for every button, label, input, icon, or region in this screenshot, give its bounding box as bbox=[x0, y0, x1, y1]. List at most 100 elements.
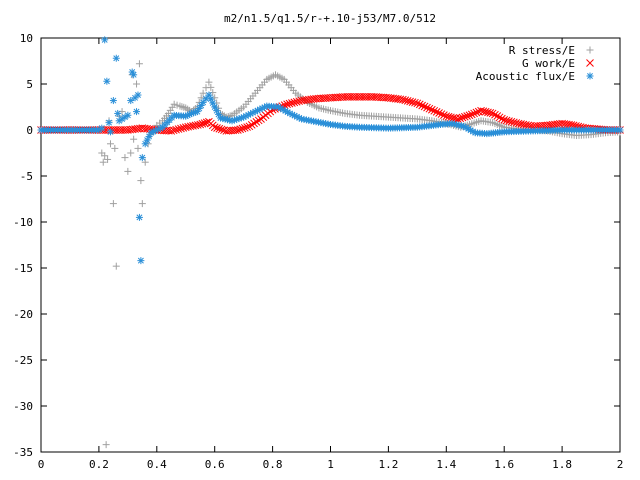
data-point-stroke bbox=[442, 112, 451, 121]
data-point-stroke bbox=[472, 108, 481, 117]
data-point bbox=[236, 125, 245, 134]
data-point-stroke bbox=[280, 101, 289, 110]
y-tick-labels: 10 5 0 -5 -10 -15 -20 -25 -30 -35 bbox=[13, 32, 33, 459]
data-point-stroke bbox=[447, 113, 455, 122]
data-point-stroke bbox=[286, 110, 293, 117]
data-point bbox=[415, 100, 424, 109]
data-point-stroke bbox=[500, 116, 509, 124]
x-tick-label: 0.8 bbox=[263, 458, 283, 471]
data-point bbox=[180, 103, 188, 111]
data-point bbox=[430, 106, 439, 115]
data-point bbox=[444, 112, 453, 121]
data-point bbox=[460, 112, 469, 121]
data-point bbox=[177, 124, 185, 133]
data-point-stroke bbox=[128, 125, 137, 134]
data-point-stroke bbox=[486, 109, 495, 117]
data-point-stroke bbox=[250, 119, 258, 128]
data-point-stroke bbox=[238, 124, 247, 133]
data-point-stroke bbox=[437, 110, 446, 118]
data-point bbox=[170, 100, 178, 108]
data-point bbox=[133, 108, 141, 116]
data-point-stroke bbox=[546, 121, 554, 129]
data-point bbox=[101, 36, 109, 44]
data-point bbox=[104, 155, 112, 163]
data-point-stroke bbox=[101, 36, 108, 43]
data-point-stroke bbox=[215, 111, 222, 118]
data-point bbox=[399, 95, 407, 104]
data-point-stroke bbox=[451, 121, 458, 128]
data-point-stroke bbox=[509, 118, 518, 127]
data-point-stroke bbox=[181, 123, 190, 132]
legend-label: Acoustic flux/E bbox=[476, 70, 575, 83]
x-tick-label: 0.6 bbox=[205, 458, 225, 471]
data-point-stroke bbox=[514, 119, 523, 128]
data-point-stroke bbox=[283, 100, 291, 109]
data-point bbox=[423, 103, 431, 112]
data-point bbox=[495, 113, 504, 122]
data-point-stroke bbox=[186, 122, 195, 131]
data-point bbox=[109, 97, 117, 105]
data-point-stroke bbox=[432, 108, 441, 116]
x-tick-label: 1.8 bbox=[552, 458, 572, 471]
data-point bbox=[174, 125, 183, 133]
data-point bbox=[288, 99, 296, 107]
data-point bbox=[295, 97, 303, 106]
data-point-stroke bbox=[137, 257, 144, 264]
data-point-stroke bbox=[217, 115, 224, 122]
data-point bbox=[121, 154, 129, 162]
data-point-stroke bbox=[517, 120, 525, 128]
y-tick-label: 0 bbox=[26, 124, 33, 137]
data-point-stroke bbox=[189, 122, 197, 130]
data-point-stroke bbox=[302, 96, 311, 104]
data-point bbox=[103, 77, 111, 85]
data-point-stroke bbox=[222, 116, 229, 123]
y-tick-label: -5 bbox=[20, 170, 33, 183]
data-point-stroke bbox=[198, 119, 207, 128]
data-point-stroke bbox=[285, 99, 294, 108]
data-point-stroke bbox=[215, 124, 224, 133]
data-point-stroke bbox=[179, 123, 188, 132]
data-point-stroke bbox=[403, 97, 412, 105]
data-point-stroke bbox=[106, 119, 113, 126]
data-point-stroke bbox=[133, 108, 140, 115]
data-point bbox=[245, 122, 254, 131]
data-point-stroke bbox=[522, 121, 530, 129]
data-point-stroke bbox=[103, 78, 110, 85]
data-point bbox=[112, 262, 120, 270]
data-point bbox=[184, 122, 193, 131]
data-point-stroke bbox=[291, 112, 298, 119]
data-point-stroke bbox=[123, 126, 132, 134]
data-point bbox=[435, 109, 443, 117]
data-point-stroke bbox=[460, 112, 469, 121]
data-point bbox=[189, 122, 197, 130]
data-point-stroke bbox=[467, 110, 476, 119]
legend-marker bbox=[586, 59, 594, 67]
y-tick-label: -25 bbox=[13, 354, 33, 367]
data-point bbox=[138, 154, 146, 162]
data-point bbox=[252, 118, 261, 126]
x-tick-label: 1.4 bbox=[436, 458, 456, 471]
data-point-stroke bbox=[289, 111, 296, 118]
data-point bbox=[207, 83, 215, 91]
data-point-stroke bbox=[126, 125, 135, 134]
data-point bbox=[467, 110, 476, 119]
data-point-stroke bbox=[234, 126, 242, 134]
y-tick-label: 5 bbox=[26, 78, 33, 91]
data-point-stroke bbox=[456, 114, 465, 123]
data-point bbox=[425, 104, 434, 113]
data-point-stroke bbox=[425, 104, 434, 113]
data-point-stroke bbox=[458, 113, 467, 122]
x-tick-label: 0.4 bbox=[147, 458, 167, 471]
data-point-stroke bbox=[247, 120, 256, 129]
data-point bbox=[191, 121, 200, 130]
data-point-stroke bbox=[217, 125, 226, 134]
data-point-stroke bbox=[449, 114, 458, 122]
data-point-stroke bbox=[277, 105, 284, 112]
data-point-stroke bbox=[252, 118, 261, 126]
data-point bbox=[514, 119, 523, 128]
data-point-stroke bbox=[411, 98, 419, 107]
data-point bbox=[198, 119, 207, 128]
data-point-stroke bbox=[456, 122, 463, 129]
data-point bbox=[209, 89, 217, 97]
